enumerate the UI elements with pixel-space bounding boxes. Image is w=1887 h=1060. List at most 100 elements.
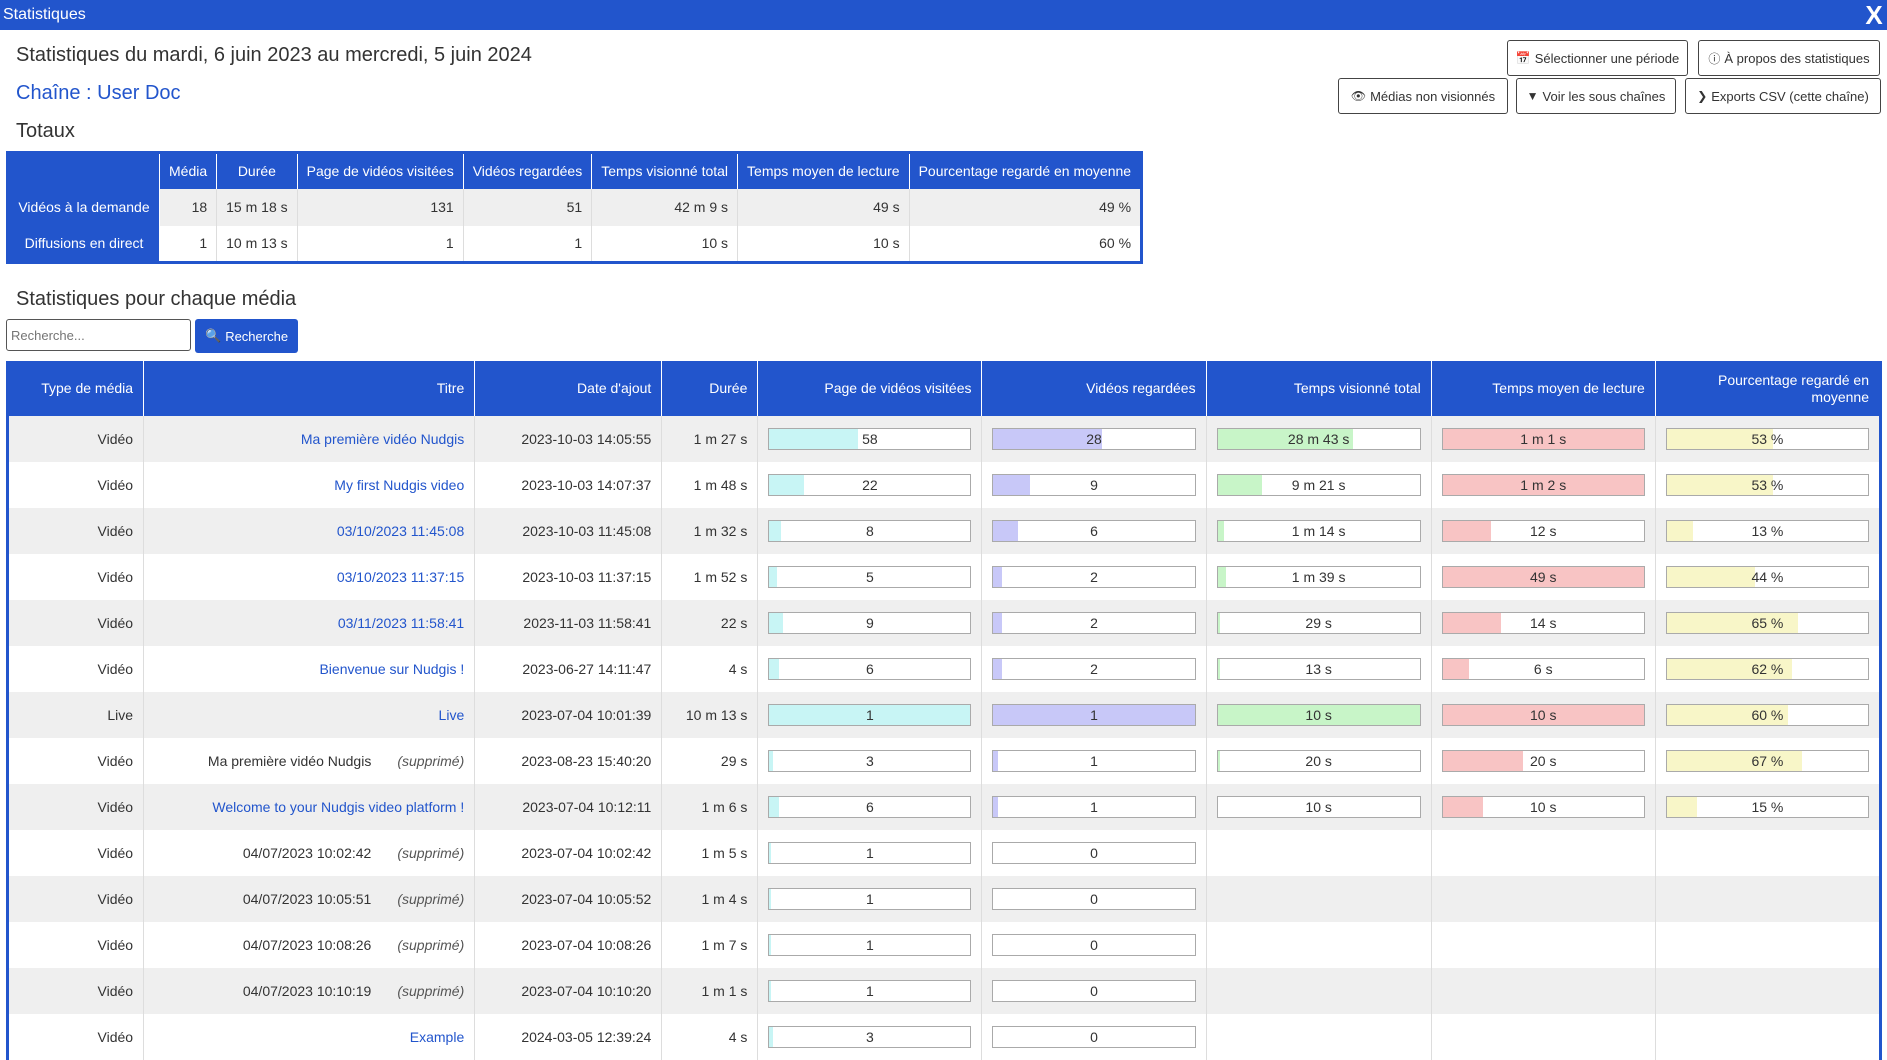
media-type-cell: Vidéo xyxy=(7,1014,145,1060)
total-time-bar-value: 13 s xyxy=(1305,661,1332,677)
percent-bar-fill xyxy=(1666,429,1774,449)
media-title-cell: 04/07/2023 10:08:26 (supprimé) xyxy=(143,922,476,968)
col-pages[interactable]: Page de vidéos visitées xyxy=(757,361,983,416)
pages-bar-value: 1 xyxy=(866,983,874,999)
pages-bar-fill xyxy=(769,889,772,909)
avg-time-bar-value: 20 s xyxy=(1530,753,1557,769)
pages-bar: 1 xyxy=(768,842,972,864)
media-title-link[interactable]: Example xyxy=(409,1029,465,1045)
pages-bar-value: 5 xyxy=(866,569,874,585)
pages-bar-fill xyxy=(769,659,780,679)
views-bar-fill xyxy=(993,797,998,817)
avg-time-bar-cell xyxy=(1431,968,1656,1014)
media-title-cell[interactable]: Live xyxy=(143,692,476,738)
close-button[interactable]: X xyxy=(1865,0,1883,30)
total-time-bar: 1 m 39 s xyxy=(1216,566,1421,588)
table-row: Vidéo 03/11/2023 11:58:41 2023-11-03 11:58… xyxy=(7,600,1882,646)
about-stats-button[interactable]: ⓘ À propos des statistiques xyxy=(1698,40,1880,76)
media-title-link[interactable]: Live xyxy=(438,707,465,723)
pages-bar: 58 xyxy=(768,428,972,450)
pages-bar: 1 xyxy=(768,704,972,726)
col-avg-time[interactable]: Temps moyen de lecture xyxy=(1431,361,1656,416)
col-date[interactable]: Date d'ajout xyxy=(474,361,663,416)
pages-bar-cell: 6 xyxy=(757,784,983,830)
media-date-cell: 2023-06-27 14:11:47 xyxy=(474,646,663,692)
totals-cell: 15 m 18 s xyxy=(216,188,298,226)
media-title-link[interactable]: 03/10/2023 11:45:08 xyxy=(336,523,465,539)
avg-time-bar: 6 s xyxy=(1441,658,1645,680)
col-percent[interactable]: Pourcentage regardé en moyenne xyxy=(1655,361,1882,416)
views-bar: 1 xyxy=(992,750,1196,772)
media-date-cell: 2023-07-04 10:01:39 xyxy=(474,692,663,738)
percent-bar-cell xyxy=(1655,922,1882,968)
media-title-link[interactable]: 03/10/2023 11:37:15 xyxy=(336,569,465,585)
media-type-cell: Live xyxy=(7,692,145,738)
search-button-label: Recherche xyxy=(225,328,289,344)
media-title-cell[interactable]: Ma première vidéo Nudgis xyxy=(143,416,476,462)
col-title[interactable]: Titre xyxy=(143,361,476,416)
pages-bar-value: 3 xyxy=(866,753,874,769)
total-time-bar-value: 9 m 21 s xyxy=(1291,477,1346,493)
percent-bar-cell: 62 % xyxy=(1655,646,1882,692)
media-title-link[interactable]: Bienvenue sur Nudgis ! xyxy=(319,661,465,677)
media-title-cell[interactable]: Bienvenue sur Nudgis ! xyxy=(143,646,476,692)
media-type-cell: Vidéo xyxy=(7,922,145,968)
views-bar-cell: 2 xyxy=(981,646,1207,692)
deleted-label: (supprimé) xyxy=(397,983,465,999)
search-button[interactable]: 🔍 Recherche xyxy=(195,319,299,353)
export-csv-button[interactable]: ❯ Exports CSV (cette chaîne) xyxy=(1685,78,1881,114)
views-bar-cell: 0 xyxy=(981,968,1207,1014)
pages-bar-fill xyxy=(769,981,772,1001)
totals-cell: 1 xyxy=(297,225,464,263)
select-period-button[interactable]: 📅 Sélectionner une période xyxy=(1507,40,1688,76)
col-type[interactable]: Type de média xyxy=(7,361,145,416)
channel-link[interactable]: Chaîne : User Doc xyxy=(16,82,181,104)
select-period-label: Sélectionner une période xyxy=(1534,50,1680,66)
pages-bar: 3 xyxy=(768,1026,972,1048)
media-date-cell: 2023-08-23 15:40:20 xyxy=(474,738,663,784)
period-title: Statistiques du mardi, 6 juin 2023 au me… xyxy=(16,44,532,66)
views-bar-value: 28 xyxy=(1086,431,1102,447)
media-title-link[interactable]: My first Nudgis video xyxy=(334,477,465,493)
media-title-cell[interactable]: 03/10/2023 11:45:08 xyxy=(143,508,476,554)
totals-row-label: Vidéos à la demande xyxy=(7,188,160,226)
percent-bar: 60 % xyxy=(1665,704,1869,726)
pages-bar-fill xyxy=(769,705,971,725)
totals-cell: 1 xyxy=(463,225,593,263)
views-bar-value: 0 xyxy=(1090,845,1098,861)
total-time-bar-fill xyxy=(1217,613,1220,633)
pages-bar: 6 xyxy=(768,658,972,680)
pages-bar-cell: 1 xyxy=(757,968,983,1014)
media-type-cell: Vidéo xyxy=(7,738,145,784)
subchannels-button[interactable]: ▼ Voir les sous chaînes xyxy=(1516,78,1676,114)
total-time-bar: 1 m 14 s xyxy=(1216,520,1421,542)
col-total-time[interactable]: Temps visionné total xyxy=(1206,361,1432,416)
avg-time-bar: 10 s xyxy=(1441,796,1645,818)
totals-cell: 49 s xyxy=(737,188,910,226)
unviewed-media-button[interactable]: 👁 Médias non visionnés xyxy=(1338,78,1508,114)
totals-col-duration: Durée xyxy=(216,152,298,189)
media-title-cell: 04/07/2023 10:05:51 (supprimé) xyxy=(143,876,476,922)
totals-cell: 131 xyxy=(297,188,464,226)
views-bar-value: 1 xyxy=(1090,707,1098,723)
table-row: Live Live 2023-07-04 10:01:39 10 m 13 s 1 1 10… xyxy=(7,692,1882,738)
media-title-cell[interactable]: My first Nudgis video xyxy=(143,462,476,508)
views-bar-fill xyxy=(993,521,1018,541)
pages-bar-value: 22 xyxy=(862,477,878,493)
views-bar: 0 xyxy=(992,1026,1196,1048)
media-date-cell: 2023-07-04 10:08:26 xyxy=(474,922,663,968)
media-title-link[interactable]: 03/11/2023 11:58:41 xyxy=(337,615,465,631)
col-duration[interactable]: Durée xyxy=(661,361,759,416)
media-title-cell[interactable]: Example xyxy=(143,1014,476,1060)
table-row: Vidéo Welcome to your Nudgis video platfo… xyxy=(7,784,1882,830)
search-input[interactable] xyxy=(6,319,191,351)
media-title-link[interactable]: Ma première vidéo Nudgis xyxy=(300,431,465,447)
media-title-cell[interactable]: 03/10/2023 11:37:15 xyxy=(143,554,476,600)
media-title-cell[interactable]: Welcome to your Nudgis video platform ! xyxy=(143,784,476,830)
avg-time-bar-fill xyxy=(1442,705,1644,725)
table-row: Vidéo 03/10/2023 11:45:08 2023-10-03 11:45… xyxy=(7,508,1882,554)
total-time-bar-value: 10 s xyxy=(1305,707,1332,723)
col-views[interactable]: Vidéos regardées xyxy=(981,361,1207,416)
media-title-cell[interactable]: 03/11/2023 11:58:41 xyxy=(143,600,476,646)
media-title-link[interactable]: Welcome to your Nudgis video platform ! xyxy=(212,799,465,815)
